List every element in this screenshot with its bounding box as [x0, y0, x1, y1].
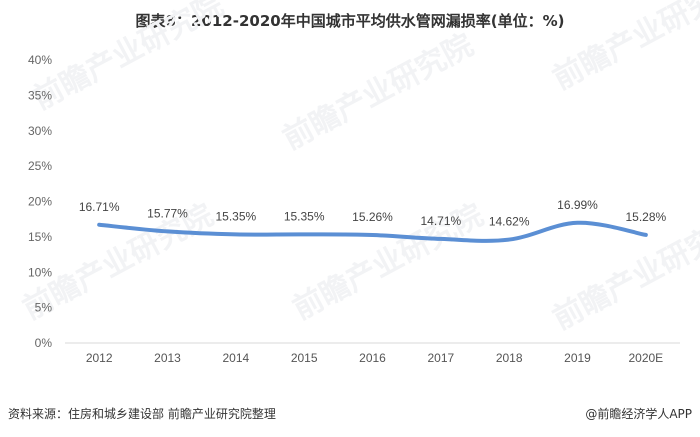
watermark-text: 前瞻产业研究院 [277, 28, 479, 157]
y-tick-label: 30% [28, 124, 52, 138]
y-tick-label: 35% [28, 88, 52, 102]
data-label: 14.71% [420, 214, 461, 228]
x-tick-label: 2015 [291, 351, 318, 365]
data-label: 16.71% [79, 200, 120, 214]
data-label: 16.99% [557, 198, 598, 212]
data-label: 15.35% [215, 209, 256, 223]
x-tick-label: 2020E [628, 351, 663, 365]
data-label: 14.62% [489, 215, 530, 229]
y-tick-label: 0% [35, 336, 53, 350]
watermark-text: 前瞻产业研究院 [547, 208, 700, 337]
data-labels: 16.71% 15.77% 15.35% 15.35% 15.26% 14.71% 14.6… [79, 198, 667, 229]
y-axis: 0% 5% 10% 15% 20% 25% 30% 35% 40% [28, 53, 52, 350]
x-tick-label: 2017 [427, 351, 454, 365]
source-note: 资料来源：住房和城乡建设部 前瞻产业研究院整理 [8, 407, 276, 421]
y-tick-label: 20% [28, 195, 52, 209]
data-label: 15.28% [625, 210, 666, 224]
y-tick-label: 40% [28, 53, 52, 67]
data-label: 15.26% [352, 210, 393, 224]
x-tick-label: 2018 [496, 351, 523, 365]
y-tick-label: 25% [28, 159, 52, 173]
chart-title: 图表8：2012-2020年中国城市平均供水管网漏损率(单位：%) [135, 12, 565, 30]
y-tick-label: 10% [28, 265, 52, 279]
brand-credit: @前瞻经济学人APP [585, 407, 692, 421]
x-axis: 2012 2013 2014 2015 2016 2017 2018 2019 2020E [86, 351, 663, 365]
series-line [97, 220, 648, 243]
x-tick-label: 2014 [222, 351, 249, 365]
x-tick-label: 2019 [564, 351, 591, 365]
x-tick-label: 2013 [154, 351, 181, 365]
data-label: 15.77% [147, 206, 188, 220]
x-tick-label: 2016 [359, 351, 386, 365]
y-tick-label: 5% [35, 301, 53, 315]
watermark-text: 前瞻产业研究院 [547, 0, 700, 97]
watermark-text: 前瞻产业研究院 [27, 0, 229, 117]
y-tick-label: 15% [28, 230, 52, 244]
data-label: 15.35% [284, 209, 325, 223]
x-tick-label: 2012 [86, 351, 113, 365]
